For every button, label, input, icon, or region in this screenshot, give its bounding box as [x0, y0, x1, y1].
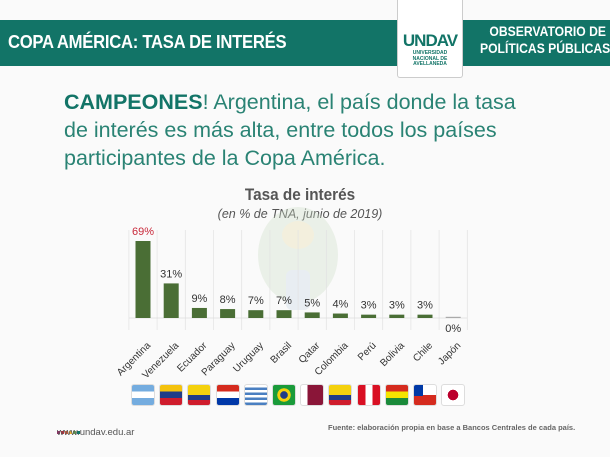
headline: CAMPEONES! Argentina, el país donde la t… — [64, 88, 544, 172]
website-link[interactable]: www.undav.edu.ar — [57, 427, 135, 438]
bolivia-flag-icon — [384, 384, 409, 406]
category-label: Qatar — [297, 340, 323, 366]
bar-colombia — [332, 313, 348, 318]
brasil-flag-icon — [272, 384, 296, 406]
data-label: 3% — [361, 300, 377, 312]
bar-perú — [361, 314, 377, 318]
ecuador-flag-icon — [187, 384, 212, 406]
brand-dot — [65, 431, 68, 434]
brand-dot — [69, 431, 72, 434]
bar-uruguay — [248, 310, 264, 318]
observatorio-line: OBSERVATORIO DE — [489, 24, 606, 39]
headline-text: ! Argentina, el país donde la tasa de in… — [64, 90, 516, 170]
qatar-flag-icon — [300, 384, 325, 406]
japon-flag-icon — [441, 384, 466, 406]
data-label: 3% — [389, 300, 405, 312]
bar-ecuador — [191, 307, 207, 318]
data-label: 9% — [191, 293, 207, 305]
data-label: 4% — [332, 299, 348, 311]
argentina-flag-icon — [131, 384, 155, 406]
category-label: Chile — [411, 340, 435, 364]
data-label: 7% — [248, 295, 264, 307]
colombia-flag-icon — [328, 384, 353, 406]
category-label: Bolivia — [378, 340, 407, 369]
venezuela-flag-icon — [159, 384, 184, 406]
header-bar — [0, 20, 610, 66]
page-title: COPA AMÉRICA: TASA DE INTERÉS — [8, 31, 287, 52]
observatorio-line: POLÍTICAS PÚBLICAS — [480, 41, 610, 56]
source-note: Fuente: elaboración propia en base a Ban… — [328, 423, 576, 432]
brand-dot — [57, 431, 60, 434]
paraguay-flag-icon — [215, 384, 240, 406]
bar-chile — [417, 314, 433, 318]
category-label: Brasil — [269, 340, 294, 365]
brand-dot — [61, 431, 64, 434]
category-label: Japón — [436, 340, 463, 367]
bar-paraguay — [220, 309, 236, 318]
chile-flag-icon — [413, 384, 437, 406]
logo-line: NACIONAL DE — [412, 55, 448, 62]
chart-subtitle: (en % de TNA, junio de 2019) — [217, 207, 383, 221]
data-label: 7% — [276, 295, 292, 307]
category-label: Perú — [356, 340, 379, 363]
logo-line: AVELLANEDA — [413, 61, 447, 67]
brand-dot — [77, 431, 80, 434]
peru-flag-icon — [356, 384, 381, 406]
chart-title: Tasa de interés — [244, 185, 356, 204]
data-label: 5% — [304, 297, 320, 309]
bar-bolivia — [389, 314, 405, 318]
bar-venezuela — [163, 283, 179, 318]
brand-dot — [73, 431, 76, 434]
logo-mark: UNDAV — [402, 31, 458, 50]
data-label: 3% — [417, 300, 433, 312]
bar-qatar — [304, 312, 320, 318]
logo-line: UNIVERSIDAD — [412, 50, 448, 56]
data-label: 8% — [220, 294, 236, 306]
observatorio-label: OBSERVATORIO DE POLÍTICAS PÚBLICAS — [480, 23, 610, 57]
bar-brasil — [276, 310, 292, 318]
bar-argentina — [135, 241, 151, 318]
uruguay-flag-icon — [243, 384, 268, 406]
headline-bold: CAMPEONES — [64, 90, 203, 114]
data-label: 69% — [132, 226, 154, 238]
data-label: 31% — [160, 268, 182, 280]
category-label: Uruguay — [231, 340, 266, 375]
bar-japón — [445, 316, 461, 318]
undav-logo[interactable]: UNDAV UNIVERSIDAD NACIONAL DE AVELLANEDA — [397, 0, 463, 78]
brand-dots — [57, 421, 81, 439]
data-label: 0% — [445, 323, 461, 335]
